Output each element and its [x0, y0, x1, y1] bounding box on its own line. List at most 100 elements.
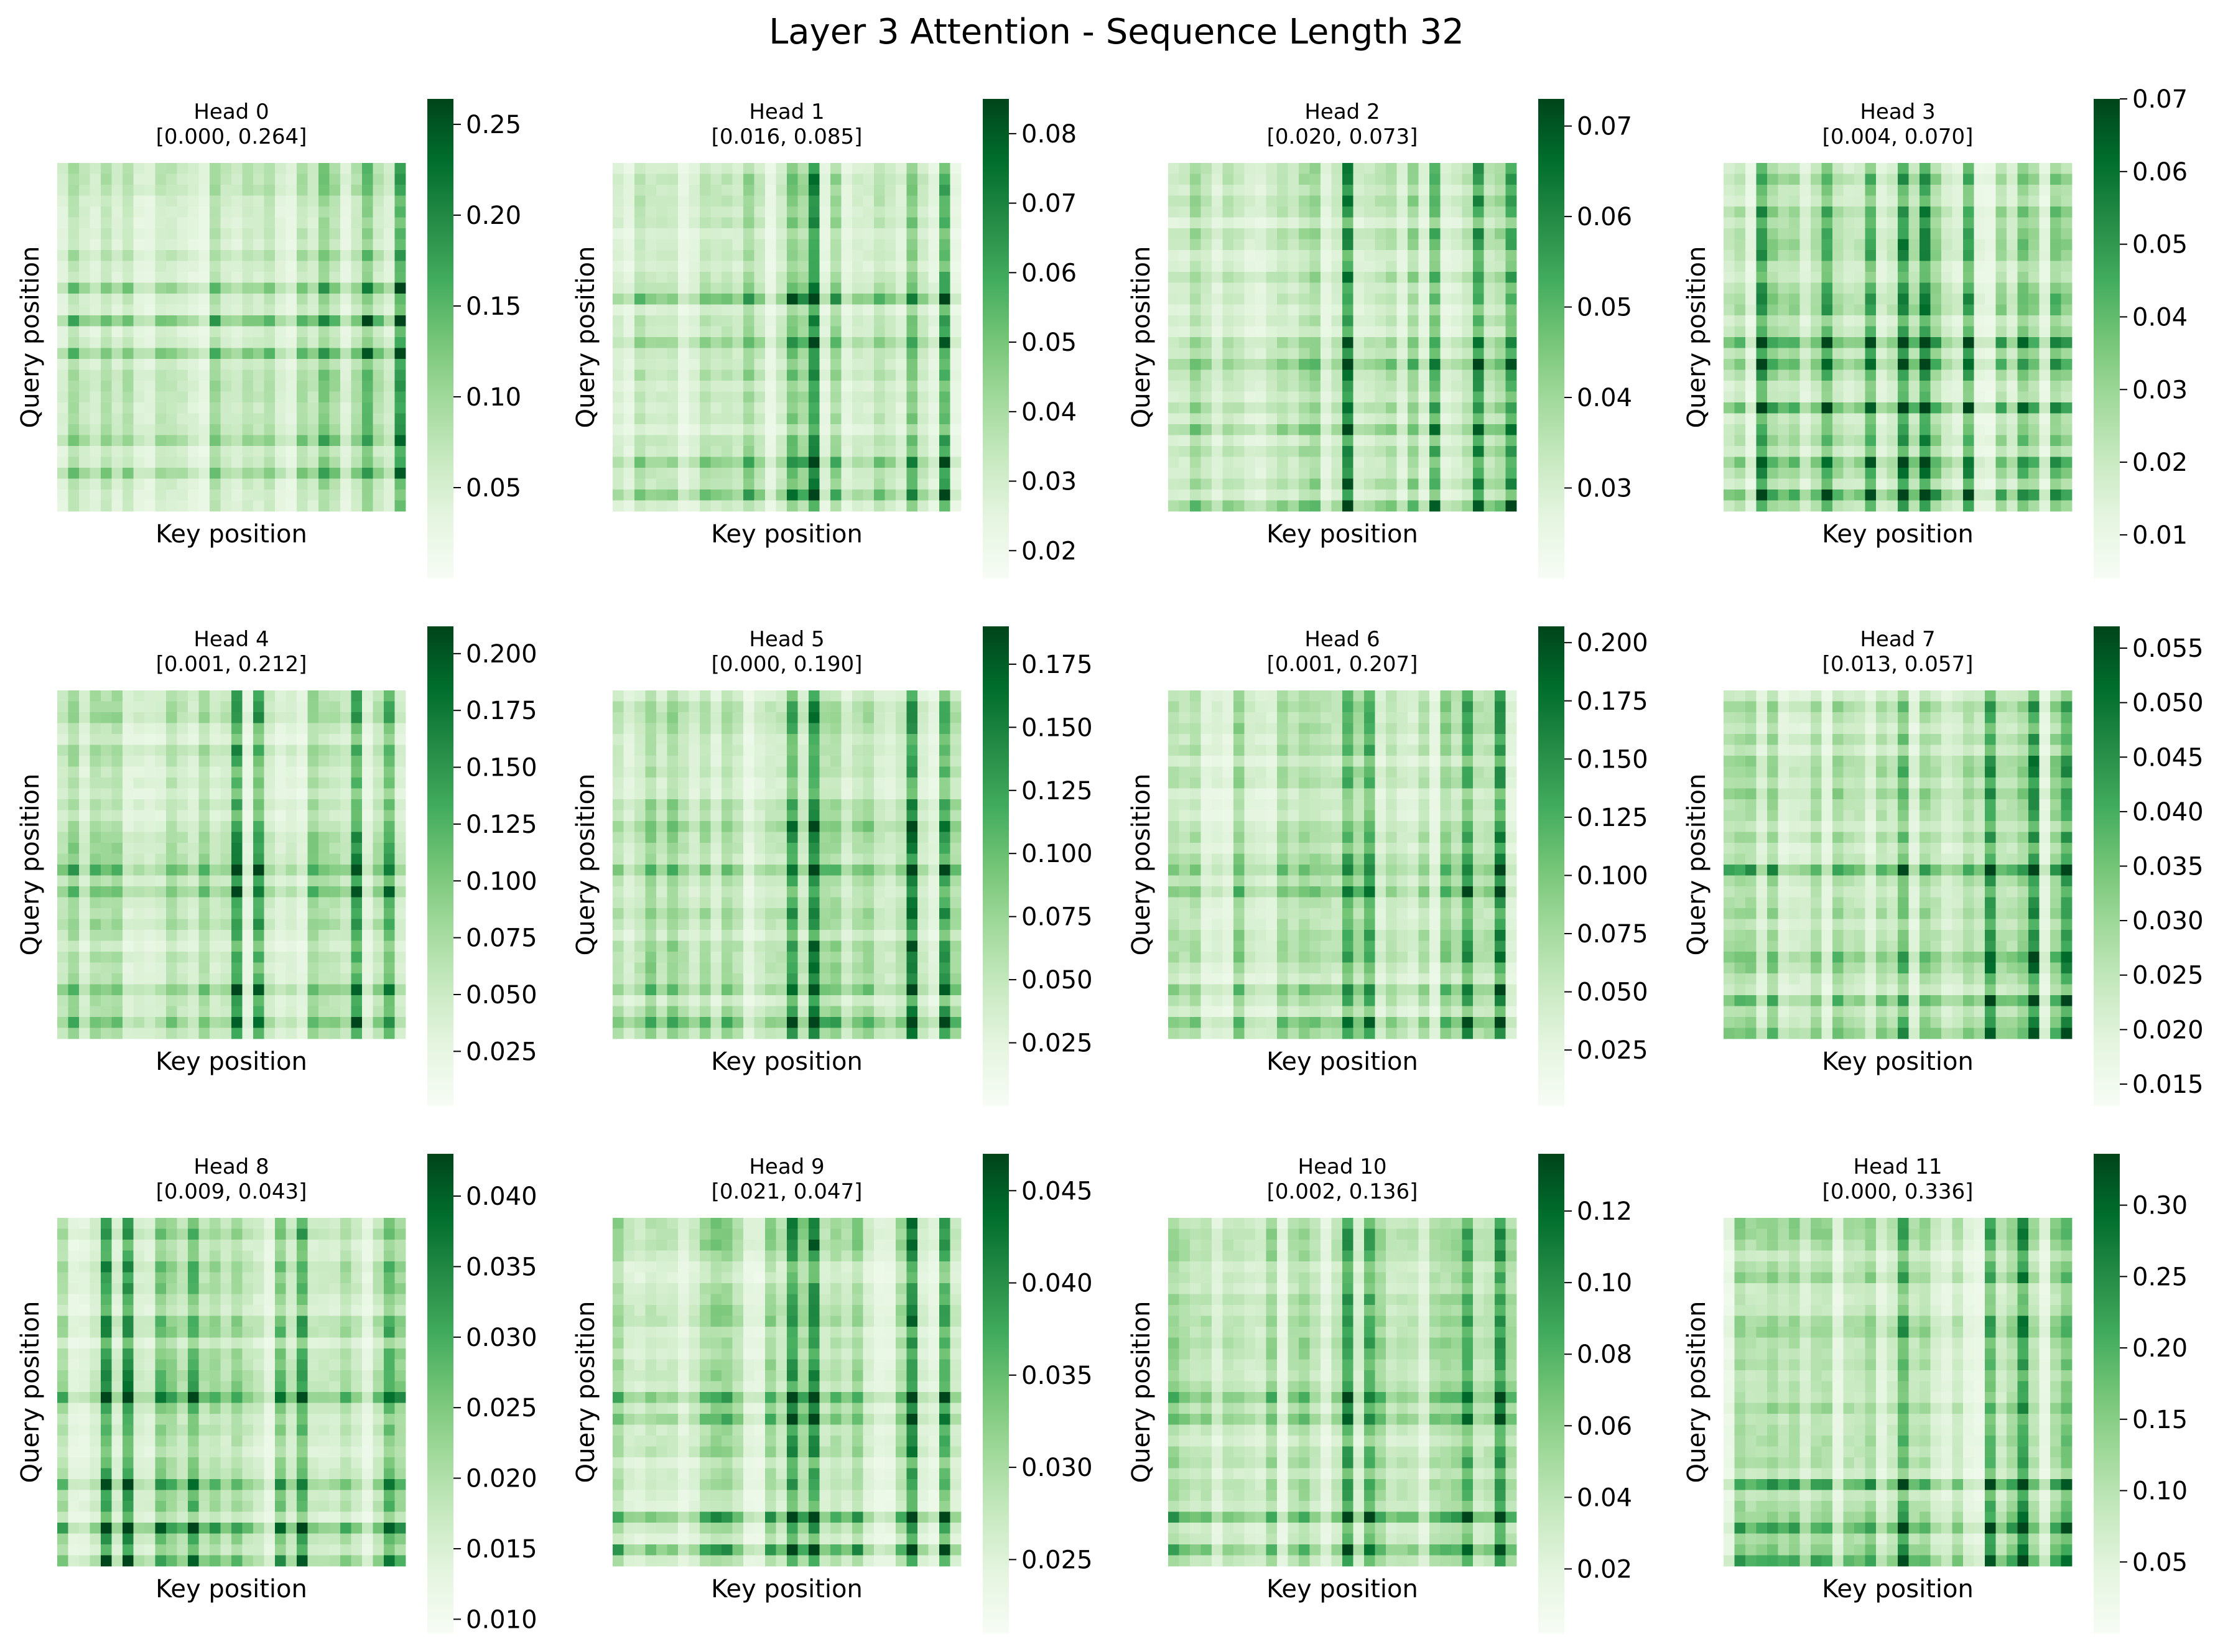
heatmap-cell — [1288, 185, 1299, 196]
heatmap-cell — [340, 304, 351, 316]
heatmap-cell — [1908, 369, 1920, 381]
heatmap-cell — [613, 413, 624, 425]
heatmap-cell — [133, 908, 145, 919]
heatmap-cell — [1244, 369, 1256, 381]
heatmap-cell — [1418, 468, 1430, 479]
heatmap-cell — [1396, 228, 1408, 239]
heatmap-cell — [155, 413, 167, 425]
heatmap-cell — [1995, 457, 2007, 468]
heatmap-cell — [1277, 282, 1288, 294]
heatmap-cell — [362, 875, 373, 887]
heatmap-cell — [1255, 468, 1266, 479]
heatmap-cell — [264, 723, 276, 735]
heatmap-cell — [1898, 457, 1909, 468]
heatmap-cell — [950, 402, 962, 414]
heatmap-cell — [1418, 261, 1430, 272]
heatmap-cell — [809, 239, 820, 251]
heatmap-cell — [1451, 369, 1462, 381]
heatmap-cell — [318, 228, 330, 239]
heatmap-cell — [318, 723, 330, 735]
heatmap-cell — [1331, 304, 1343, 316]
heatmap-cell — [1375, 174, 1386, 185]
heatmap-cell — [1353, 261, 1365, 272]
heatmap-cell — [656, 490, 667, 501]
heatmap-cell — [155, 326, 167, 338]
heatmap-cell — [613, 446, 624, 457]
heatmap-cell — [1745, 381, 1757, 392]
heatmap-cell — [874, 446, 885, 457]
heatmap-cell — [373, 206, 384, 218]
heatmap-cell — [1473, 381, 1484, 392]
heatmap-cell — [874, 391, 885, 403]
heatmap-cell — [133, 745, 145, 756]
heatmap-cell — [318, 875, 330, 887]
heatmap-cell — [231, 348, 243, 360]
heatmap-cell — [1865, 478, 1877, 490]
heatmap-cell — [210, 690, 221, 702]
heatmap-cell — [329, 799, 341, 810]
heatmap-cell — [275, 886, 286, 898]
heatmap-cell — [2050, 446, 2061, 457]
heatmap-cell — [1429, 359, 1441, 370]
heatmap-cell — [329, 723, 341, 735]
heatmap-cell — [297, 315, 308, 327]
heatmap-cell — [863, 424, 875, 435]
heatmap-cell — [1309, 490, 1321, 501]
heatmap-cell — [928, 446, 940, 457]
heatmap-cell — [384, 821, 395, 832]
heatmap-cell — [1908, 337, 1920, 348]
heatmap-cell — [362, 478, 373, 490]
heatmap-cell — [1440, 446, 1452, 457]
heatmap-cell — [1908, 435, 1920, 447]
heatmap-cell — [1505, 206, 1517, 218]
heatmap-cell — [90, 272, 101, 283]
heatmap-cell — [166, 500, 177, 512]
heatmap-cell — [1505, 457, 1517, 468]
heatmap-cell — [678, 381, 689, 392]
heatmap-cell — [1505, 468, 1517, 479]
heatmap-cell — [394, 690, 406, 702]
heatmap-cell — [841, 468, 853, 479]
heatmap-cell — [198, 897, 210, 909]
heatmap-cell — [732, 490, 744, 501]
heatmap-cell — [896, 402, 907, 414]
heatmap-cell — [634, 228, 646, 239]
heatmap-cell — [1724, 217, 1735, 229]
heatmap-cell — [1745, 195, 1757, 207]
heatmap-cell — [809, 261, 820, 272]
heatmap-cell — [1396, 381, 1408, 392]
heatmap-cell — [1244, 478, 1256, 490]
heatmap-cell — [722, 228, 733, 239]
heatmap-cell — [1321, 250, 1332, 261]
heatmap-cell — [253, 468, 264, 479]
heatmap-cell — [210, 239, 221, 251]
heatmap-cell — [1277, 174, 1288, 185]
heatmap-cell — [613, 391, 624, 403]
heatmap-cell — [329, 756, 341, 767]
heatmap-cell — [57, 799, 68, 810]
heatmap-cell — [340, 756, 351, 767]
heatmap-cell — [1451, 206, 1462, 218]
heatmap-cell — [1462, 348, 1474, 360]
heatmap-cell — [68, 734, 80, 745]
heatmap-cell — [797, 195, 809, 207]
heatmap-cell — [286, 766, 297, 778]
heatmap-cell — [90, 391, 101, 403]
heatmap-cell — [863, 174, 875, 185]
heatmap-cell — [1418, 369, 1430, 381]
heatmap-cell — [318, 272, 330, 283]
heatmap-cell — [394, 163, 406, 174]
heatmap-cell — [678, 424, 689, 435]
heatmap-cell — [2007, 490, 2018, 501]
heatmap-cell — [101, 424, 112, 435]
heatmap-cell — [253, 832, 264, 843]
heatmap-cell — [101, 315, 112, 327]
heatmap-cell — [754, 381, 766, 392]
heatmap-cell — [1299, 348, 1310, 360]
heatmap-cell — [1321, 315, 1332, 327]
heatmap-cell — [231, 940, 243, 952]
heatmap-cell — [318, 478, 330, 490]
heatmap-cell — [852, 217, 863, 229]
heatmap-cell — [2061, 369, 2073, 381]
heatmap-cell — [1898, 468, 1909, 479]
